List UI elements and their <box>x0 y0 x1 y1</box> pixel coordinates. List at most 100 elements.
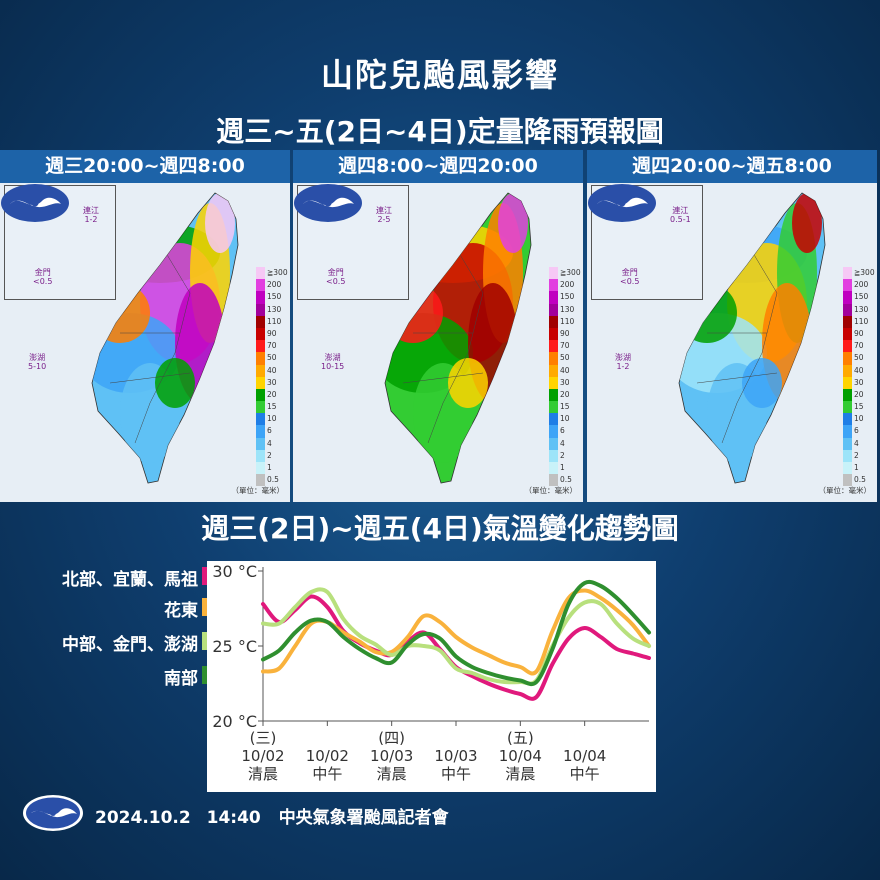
rain-panel-2: 週四8:00~週四20:00 連江 2-5 金門 <0.5 澎湖 10-15 ≧300 2… <box>293 150 583 502</box>
kinmen-rain-label: 金門 <0.5 <box>620 268 640 286</box>
legend-label: 70 <box>854 341 864 351</box>
legend-swatch <box>843 340 852 353</box>
legend-label: 130 <box>267 304 282 314</box>
legend-label: 50 <box>267 353 277 363</box>
x-tick-date: 10/02 <box>306 747 349 765</box>
taiwan-rainfall-map-icon <box>384 192 532 484</box>
legend-swatch <box>256 315 265 328</box>
matsu-rain-label: 連江 2-5 <box>376 206 392 224</box>
legend-label: ≧300 <box>560 268 581 277</box>
series-line-3 <box>261 587 651 686</box>
cwa-logo-icon <box>588 184 656 222</box>
legend-label: 110 <box>854 316 869 326</box>
legend-label: 1 <box>560 463 565 472</box>
cwa-logo-icon <box>23 795 83 831</box>
legend-label: 2 <box>854 450 859 460</box>
legend-swatch <box>549 327 558 341</box>
rain-unit-label: （單位：毫米） <box>231 486 285 495</box>
legend-label: 4 <box>854 438 859 448</box>
legend-swatch <box>256 425 265 438</box>
rainfall-map: 連江 2-5 金門 <0.5 澎湖 10-15 ≧300 200 150 130 110 90 7… <box>293 183 583 502</box>
legend-label: 200 <box>267 280 282 290</box>
footer-org: 中央氣象署颱風記者會 <box>278 808 449 828</box>
legend-swatch <box>549 413 558 426</box>
legend-label: 20 <box>854 389 864 399</box>
rainfall-map: 連江 0.5-1 金門 <0.5 澎湖 1-2 ≧300 200 150 130 110 90 7… <box>587 183 877 502</box>
legend-label: ≧300 <box>854 268 875 277</box>
y-tick-label: 20 °C <box>212 712 257 731</box>
legend-swatch <box>256 364 265 377</box>
rain-panel-period: 週三20:00~週四8:00 <box>0 150 290 183</box>
legend-swatch <box>843 437 852 450</box>
legend-label: 150 <box>854 292 869 302</box>
legend-swatch <box>549 340 558 353</box>
x-tick-date: 10/04 <box>499 747 542 765</box>
legend-swatch <box>843 315 852 328</box>
legend-swatch <box>549 376 558 389</box>
legend-label: 40 <box>854 365 864 375</box>
legend-swatch <box>549 315 558 328</box>
legend-swatch <box>549 279 558 292</box>
taiwan-rainfall-map-icon <box>91 192 239 484</box>
legend-label: 50 <box>560 353 570 363</box>
legend-swatch <box>256 413 265 426</box>
legend-label: 70 <box>560 341 570 351</box>
matsu-rain-label: 連江 0.5-1 <box>670 206 691 224</box>
rain-unit-label: （單位：毫米） <box>524 486 578 495</box>
penghu-rain-label: 澎湖 1-2 <box>615 353 631 371</box>
x-tick-day: (五) <box>507 729 534 747</box>
main-title: 山陀兒颱風影響 <box>320 56 559 94</box>
legend-label: 20 <box>560 389 570 399</box>
rain-color-legend: ≧300 200 150 130 110 90 70 50 40 30 20 15 10 6 4 2 1 0.5 <box>256 267 288 487</box>
x-tick-date: 10/03 <box>434 747 477 765</box>
x-tick-time: 中午 <box>312 765 342 783</box>
x-tick-day: (四) <box>378 729 405 747</box>
legend-label: 110 <box>267 316 282 326</box>
kinmen-rain-label: 金門 <0.5 <box>33 268 53 286</box>
legend-label: 10 <box>267 414 277 424</box>
x-tick-time: 清晨 <box>505 765 535 783</box>
legend-swatch <box>549 364 558 377</box>
legend-swatch <box>256 267 265 280</box>
legend-label: 200 <box>560 280 575 290</box>
legend-label: 130 <box>560 304 575 314</box>
legend-swatch <box>843 425 852 438</box>
legend-label: 1 <box>267 463 272 472</box>
x-tick-date: 10/04 <box>563 747 606 765</box>
x-tick-time: 中午 <box>570 765 600 783</box>
legend-label: 0.5 <box>267 475 279 485</box>
legend-swatch <box>843 352 852 365</box>
penghu-rain-label: 澎湖 10-15 <box>321 353 345 371</box>
legend-label: 15 <box>854 402 864 412</box>
series-legend-label: 北部、宜蘭、馬祖 <box>62 570 198 590</box>
temperature-chart: 30 °C 25 °C 20 °C (三) 10/02 清晨 10/02 中午 (四) 10/03… <box>207 561 656 792</box>
y-tick-label: 25 °C <box>212 637 257 656</box>
cwa-logo-icon <box>1 184 69 222</box>
legend-swatch <box>256 376 265 389</box>
legend-label: 40 <box>560 365 570 375</box>
x-tick-date: 10/02 <box>241 747 284 765</box>
legend-swatch <box>843 413 852 426</box>
legend-label: 40 <box>267 365 277 375</box>
legend-swatch <box>549 462 558 475</box>
legend-swatch <box>843 327 852 341</box>
x-tick-time: 清晨 <box>248 765 278 783</box>
legend-swatch <box>843 388 852 402</box>
legend-label: 150 <box>560 292 575 302</box>
rain-panel-period: 週四20:00~週五8:00 <box>587 150 877 183</box>
legend-label: 50 <box>854 353 864 363</box>
legend-label: 15 <box>267 402 277 412</box>
rain-color-legend: ≧300 200 150 130 110 90 70 50 40 30 20 15 10 6 4 2 1 0.5 <box>843 267 875 487</box>
legend-swatch <box>256 449 265 462</box>
legend-swatch <box>256 437 265 450</box>
legend-label: ≧300 <box>267 268 288 277</box>
legend-label: 110 <box>560 316 575 326</box>
legend-swatch <box>549 425 558 438</box>
legend-label: 0.5 <box>560 475 572 485</box>
legend-label: 4 <box>560 438 565 448</box>
matsu-rain-label: 連江 1-2 <box>83 206 99 224</box>
legend-label: 10 <box>854 414 864 424</box>
legend-label: 4 <box>267 438 272 448</box>
legend-swatch <box>843 267 852 280</box>
temperature-chart-title: 週三(2日)~週五(4日)氣溫變化趨勢圖 <box>201 512 679 545</box>
